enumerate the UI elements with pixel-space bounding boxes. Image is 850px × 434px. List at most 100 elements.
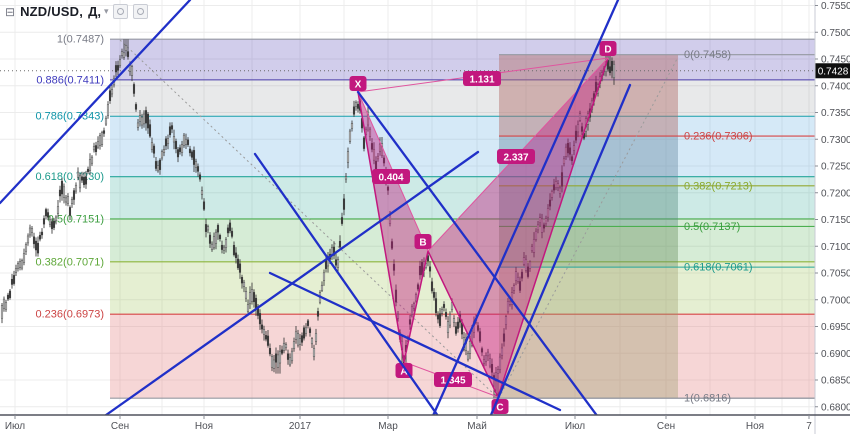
pattern-badge-label: 0.404 <box>378 173 403 184</box>
candle-body <box>20 260 24 269</box>
trend-line[interactable] <box>0 0 192 205</box>
candle-body <box>196 166 200 172</box>
candle-body <box>188 148 192 154</box>
pattern-fill-xab <box>358 92 428 362</box>
candle-body <box>58 189 62 197</box>
price-tick-label: 0.7450 <box>821 55 850 66</box>
candle-body <box>548 199 552 207</box>
candle-body <box>32 236 36 245</box>
candle-body <box>60 180 64 195</box>
trend-line[interactable] <box>481 83 632 434</box>
candle-body <box>410 306 414 315</box>
candle-body <box>116 65 120 71</box>
pattern-badge[interactable] <box>349 76 367 91</box>
time-tick-label: 2017 <box>289 421 312 432</box>
visibility-icon[interactable] <box>113 4 129 19</box>
chevron-down-icon[interactable]: ▾ <box>103 6 109 16</box>
fib-retracement-main[interactable]: 1(0.7487) 0.886(0.7411) 0.786(0.7343) 0.618… <box>36 34 816 399</box>
trend-line[interactable] <box>356 90 612 434</box>
candle-body <box>468 341 472 354</box>
candle-body <box>114 65 118 73</box>
candle-body <box>142 113 146 125</box>
candle-body <box>82 176 86 185</box>
interval-label[interactable]: Д, <box>88 4 101 19</box>
candle-body <box>484 355 488 363</box>
candle-body <box>200 190 204 195</box>
candle-body <box>566 143 570 154</box>
candle-body <box>0 305 4 319</box>
candle-body <box>332 246 336 256</box>
candle-body <box>454 326 458 334</box>
candle-body <box>242 281 246 288</box>
pattern-badge[interactable] <box>599 41 617 56</box>
symbol-title[interactable]: NZD/USD, <box>20 4 84 19</box>
candle-body <box>578 113 582 121</box>
candle-body <box>284 344 288 348</box>
candle-body <box>352 106 356 115</box>
candle-body <box>264 335 268 340</box>
trend-line[interactable] <box>253 152 453 434</box>
candle-body <box>190 151 194 158</box>
candle-body <box>344 176 348 180</box>
trend-line[interactable] <box>268 271 562 412</box>
candle-body <box>542 224 546 229</box>
candle-body <box>62 186 66 198</box>
pattern-badge[interactable] <box>463 71 501 86</box>
pattern-badge[interactable] <box>434 372 472 387</box>
candle-body <box>144 110 148 124</box>
candle-body <box>470 330 474 346</box>
candle-body <box>38 234 42 240</box>
candle-body <box>378 143 382 152</box>
fib-retracement-right[interactable]: 0(0.7458) 0.236(0.7306) 0.382(0.7213) 0.5(0… <box>498 49 815 405</box>
candle-body <box>408 319 412 325</box>
fib-level-label: 0.618(0.7230) <box>36 171 105 183</box>
candle-body <box>536 224 540 231</box>
price-tick-label: 0.7150 <box>821 215 850 226</box>
pattern-badge-label: 1.131 <box>469 75 494 86</box>
candle-body <box>30 228 34 233</box>
candle-body <box>376 155 380 160</box>
candle-body <box>68 207 72 216</box>
candle-body <box>428 266 432 272</box>
candle-body <box>24 244 28 252</box>
candle-body <box>486 351 490 357</box>
trend-lines[interactable] <box>0 0 632 434</box>
candle-body <box>520 271 524 279</box>
trend-line[interactable] <box>423 0 620 434</box>
candle-body <box>490 364 494 373</box>
collapse-icon[interactable]: ⊟ <box>5 4 16 19</box>
candle-body <box>98 135 102 146</box>
more-options-icon[interactable] <box>133 4 149 19</box>
candle-body <box>456 321 460 329</box>
price-tick-label: 0.7350 <box>821 108 850 119</box>
candle-body <box>450 302 454 310</box>
candle-body <box>52 220 56 228</box>
candle-body <box>562 158 566 164</box>
candle-body <box>386 186 390 191</box>
candle-body <box>208 234 212 244</box>
candle-body <box>556 183 560 188</box>
time-axis-panel[interactable] <box>0 415 850 434</box>
candle-body <box>80 176 84 181</box>
time-tick-label: Июл <box>5 421 25 432</box>
candle-body <box>300 335 304 343</box>
pattern-badge[interactable] <box>372 169 410 184</box>
price-tick-label: 0.6900 <box>821 349 850 360</box>
pattern-badge[interactable] <box>414 234 432 249</box>
candle-body <box>504 316 508 325</box>
pattern-badge[interactable] <box>497 149 535 164</box>
candle-body <box>420 261 424 275</box>
time-tick-label: Ноя <box>746 421 764 432</box>
candle-body <box>312 348 316 357</box>
candle-body <box>84 176 88 185</box>
candle-body <box>168 126 172 136</box>
candle-body <box>238 263 242 273</box>
trend-line[interactable] <box>75 150 480 434</box>
candle-body <box>298 338 302 345</box>
last-price-badge-label: 0.7428 <box>818 66 849 77</box>
candle-body <box>224 239 228 248</box>
candle-body <box>340 217 344 224</box>
candle-body <box>100 132 104 146</box>
